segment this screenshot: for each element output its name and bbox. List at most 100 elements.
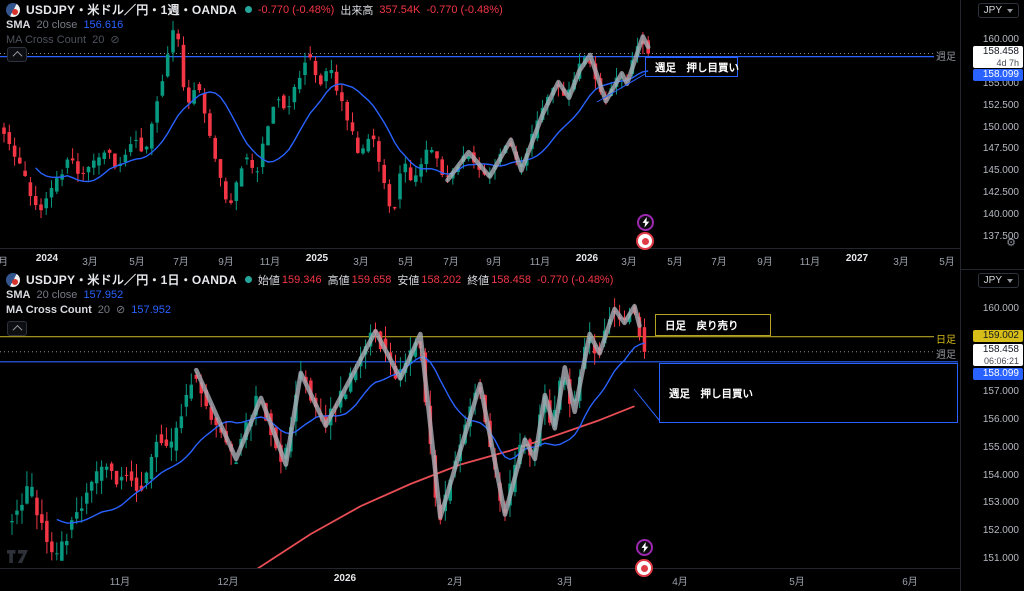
- ma-cross-label[interactable]: MA Cross Count: [6, 33, 87, 46]
- weekly-currency-button[interactable]: JPY: [977, 3, 1019, 18]
- open-label: 始値: [257, 274, 280, 287]
- usdjpy-pair-icon: [6, 272, 20, 287]
- daily-currency-button[interactable]: JPY: [977, 273, 1019, 288]
- record-button[interactable]: [635, 559, 653, 577]
- daily-candlestick-chart[interactable]: [0, 270, 1024, 591]
- ma-cross-value: 157.952: [131, 303, 171, 316]
- price-axis-box: 158.458 4d 7h: [973, 46, 1023, 68]
- time-tick: 11月: [799, 257, 821, 268]
- daily-time-axis[interactable]: 11月 12月 2026 2月 3月 4月 5月 6月: [0, 568, 960, 590]
- annotation-callout[interactable]: 日足 戻り売り: [655, 314, 771, 336]
- high-value: 159.658: [351, 273, 392, 286]
- time-tick: 9月: [486, 257, 502, 268]
- price-tick: 142.500: [982, 187, 1019, 198]
- time-tick: 3月: [557, 577, 573, 588]
- time-tick: 2027: [845, 253, 869, 264]
- weekly-candlestick-chart[interactable]: [0, 0, 1024, 269]
- daily-legend: USDJPY・米ドル／円・1日・OANDA 始値 159.346 高値 159.…: [6, 272, 613, 317]
- weekly-price-axis[interactable]: ⚙: [960, 0, 1024, 269]
- record-button[interactable]: [636, 232, 654, 250]
- weekly-volume-label: 出来高: [340, 4, 374, 17]
- sma-params: 20 close: [36, 288, 78, 301]
- time-tick: 2025: [305, 253, 329, 264]
- price-line-label: 週足: [934, 346, 958, 361]
- annotation-callout[interactable]: 週足 押し目買い: [645, 57, 739, 77]
- usdjpy-pair-icon: [6, 2, 20, 17]
- time-tick: 6月: [902, 577, 918, 588]
- daily-sma-row: SMA 20 close 157.952: [6, 287, 613, 302]
- daily-price-axis[interactable]: [960, 270, 1024, 591]
- market-status-icon: [244, 276, 252, 283]
- ma-cross-params: 20: [97, 303, 111, 316]
- time-tick: 3月: [353, 257, 369, 268]
- alert-lightning-button[interactable]: [636, 539, 653, 556]
- weekly-chart-panel: USDJPY・米ドル／円・1週・OANDA -0.770 (-0.48%) 出来…: [0, 0, 1024, 270]
- low-label: 安値: [397, 274, 420, 287]
- time-tick: 12月: [217, 577, 239, 588]
- time-tick: 2024: [35, 253, 59, 264]
- lightning-icon: [642, 217, 650, 228]
- time-tick: 2026: [575, 253, 599, 264]
- chevron-down-icon: [1007, 8, 1013, 13]
- price-tick: 152.500: [982, 100, 1019, 111]
- weekly-ma-cross-row: MA Cross Count 20 ⊘: [6, 32, 503, 47]
- sma-value: 156.616: [83, 18, 124, 31]
- weekly-volume-value: 357.54K: [379, 3, 421, 16]
- price-axis-box: 159.002: [973, 330, 1023, 342]
- daily-ma-cross-row: MA Cross Count 20 ⊘ 157.952: [6, 302, 613, 317]
- time-tick: 5月: [667, 257, 683, 268]
- time-tick: 5月: [939, 257, 955, 268]
- lightning-icon: [641, 542, 649, 553]
- weekly-collapse-button[interactable]: [7, 47, 27, 62]
- daily-symbol-title[interactable]: USDJPY・米ドル／円・1日・OANDA: [26, 273, 237, 287]
- daily-symbol-row: USDJPY・米ドル／円・1日・OANDA 始値 159.346 高値 159.…: [6, 272, 613, 287]
- price-axis-box: 158.099: [973, 69, 1023, 81]
- price-tick: 153.000: [982, 497, 1019, 508]
- time-tick: 4月: [672, 577, 688, 588]
- low-value: 158.202: [421, 273, 462, 286]
- ma-cross-label[interactable]: MA Cross Count: [6, 303, 92, 316]
- hidden-eye-icon[interactable]: ⊘: [116, 304, 126, 316]
- settings-gear-icon[interactable]: ⚙: [1006, 237, 1016, 249]
- close-value: 158.458: [491, 273, 531, 286]
- price-line-label: 日足: [934, 331, 958, 346]
- time-tick: 11月: [529, 257, 551, 268]
- hidden-eye-icon[interactable]: ⊘: [110, 34, 120, 46]
- weekly-legend: USDJPY・米ドル／円・1週・OANDA -0.770 (-0.48%) 出来…: [6, 2, 503, 47]
- weekly-symbol-title[interactable]: USDJPY・米ドル／円・1週・OANDA: [26, 3, 237, 17]
- chevron-up-icon: [12, 324, 22, 335]
- annotation-callout[interactable]: 週足 押し目買い: [659, 363, 958, 423]
- price-tick: 137.500: [982, 231, 1019, 242]
- price-tick: 157.000: [982, 386, 1019, 397]
- daily-collapse-button[interactable]: [7, 321, 27, 336]
- time-tick: 3月: [621, 257, 637, 268]
- zigzag-drawing: [194, 303, 642, 520]
- price-axis-box: 158.099: [973, 368, 1023, 380]
- weekly-time-axis[interactable]: 月 2024 3月 5月 7月 9月 11月 2025 3月 5月 7月 9月 11月 2026 3月 5月 7…: [0, 248, 960, 270]
- price-tick: 155.000: [982, 78, 1019, 89]
- price-tick: 154.000: [982, 470, 1019, 481]
- price-tick: 155.000: [982, 442, 1019, 453]
- time-tick: 2月: [447, 577, 463, 588]
- sma-indicator-label[interactable]: SMA: [6, 288, 31, 301]
- time-tick: 3月: [82, 257, 98, 268]
- sma-params: 20 close: [36, 18, 78, 31]
- market-status-icon: [244, 6, 252, 13]
- alert-lightning-button[interactable]: [637, 214, 654, 231]
- weekly-change-2: -0.770 (-0.48%): [426, 3, 503, 16]
- price-tick: 151.000: [982, 553, 1019, 564]
- tradingview-watermark-logo: [7, 550, 28, 563]
- sma-indicator-label[interactable]: SMA: [6, 18, 31, 31]
- time-tick: 11月: [109, 577, 131, 588]
- zigzag-drawing: [445, 34, 651, 183]
- time-tick: 7月: [443, 257, 459, 268]
- price-tick: 150.000: [982, 122, 1019, 133]
- time-tick: 2026: [333, 573, 357, 584]
- close-label: 終値: [467, 274, 490, 287]
- price-tick: 156.000: [982, 414, 1019, 425]
- sma-line: [56, 342, 645, 524]
- chevron-down-icon: [1007, 278, 1013, 283]
- price-tick: 147.500: [982, 143, 1019, 154]
- time-tick: 9月: [218, 257, 234, 268]
